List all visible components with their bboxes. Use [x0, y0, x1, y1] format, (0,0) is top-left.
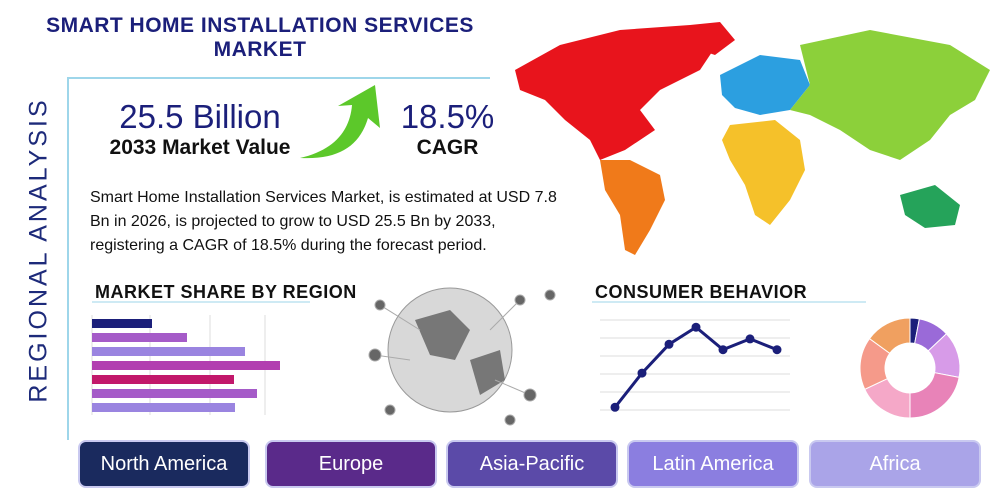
- region-button[interactable]: Latin America: [629, 442, 797, 486]
- region-button[interactable]: Europe: [267, 442, 435, 486]
- region-button[interactable]: North America: [80, 442, 248, 486]
- point: [610, 402, 620, 412]
- title: SMART HOME INSTALLATION SERVICES MARKET: [46, 14, 474, 61]
- stat-value: 25.5 Billion: [119, 98, 281, 135]
- side-label: REGIONAL ANALYSIS: [25, 97, 53, 402]
- point: [745, 334, 755, 344]
- bar: [92, 319, 152, 328]
- point: [772, 345, 782, 355]
- bar: [92, 403, 235, 412]
- bar: [92, 347, 245, 356]
- bar: [92, 375, 234, 384]
- bar: [92, 361, 280, 370]
- region-button[interactable]: Africa: [811, 442, 979, 486]
- point: [664, 339, 674, 349]
- growth-arrow: [300, 85, 380, 159]
- point: [637, 368, 647, 378]
- stat-value: 18.5%: [400, 98, 495, 135]
- bar: [92, 389, 257, 398]
- stat-label: 2033 Market Value: [109, 136, 291, 159]
- chart-title: MARKET SHARE BY REGION: [95, 282, 357, 302]
- frame: [67, 77, 490, 440]
- region-button[interactable]: Asia-Pacific: [448, 442, 616, 486]
- donut-segment: [909, 372, 960, 419]
- chart-title: CONSUMER BEHAVIOR: [595, 282, 808, 302]
- globe-network: [368, 287, 556, 426]
- donut-segment: [868, 317, 911, 355]
- bar: [92, 333, 187, 342]
- world-map: [515, 22, 990, 255]
- stat-label: CAGR: [416, 136, 479, 159]
- point: [691, 322, 701, 332]
- point: [718, 345, 728, 355]
- description: Smart Home Installation Services Market,…: [90, 189, 557, 254]
